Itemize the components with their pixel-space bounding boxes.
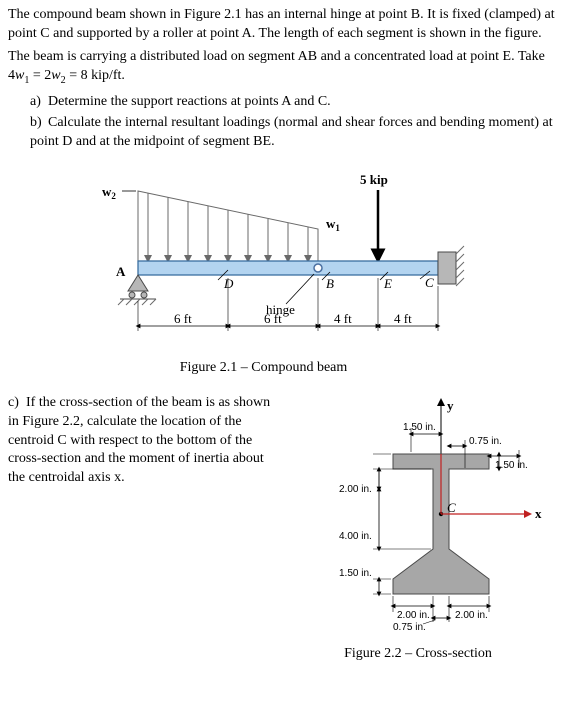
- figure-2-1: w2 w1 5 kip hinge A D B E C: [8, 166, 559, 376]
- d150r: 1.50 in.: [495, 460, 528, 471]
- dim4: 4 ft: [394, 311, 412, 326]
- point-load-label: 5 kip: [360, 172, 388, 187]
- label-c: c): [8, 394, 26, 413]
- dim2: 6 ft: [264, 311, 282, 326]
- d075top: 0.75 in.: [469, 436, 502, 447]
- qb-text: Calculate the internal resultant loading…: [30, 115, 553, 149]
- label-E: E: [383, 276, 392, 291]
- d200b1: 2.00 in.: [397, 610, 430, 621]
- label-B: B: [326, 276, 334, 291]
- d200: 2.00 in.: [339, 484, 372, 495]
- qa-text: Determine the support reactions at point…: [48, 94, 331, 109]
- intro-paragraph-1: The compound beam shown in Figure 2.1 ha…: [8, 6, 559, 44]
- question-a: a)Determine the support reactions at poi…: [30, 93, 559, 112]
- d400: 4.00 in.: [339, 531, 372, 542]
- label-C: C: [425, 275, 434, 290]
- label-b: b): [30, 114, 48, 133]
- section-c: c)If the cross-section of the beam is as…: [8, 394, 559, 662]
- fig22-caption: Figure 2.2 – Cross-section: [283, 646, 553, 662]
- intro1-text: The compound beam shown in Figure 2.1 ha…: [8, 7, 555, 41]
- label-A: A: [116, 264, 126, 279]
- dim1: 6 ft: [174, 311, 192, 326]
- label-D: D: [223, 276, 234, 291]
- dim3: 4 ft: [334, 311, 352, 326]
- d075b: 0.75 in.: [393, 622, 426, 633]
- fig21-caption: Figure 2.1 – Compound beam: [0, 360, 559, 376]
- label-a: a): [30, 93, 48, 112]
- intro2b: = 2: [29, 68, 51, 83]
- question-c: c)If the cross-section of the beam is as…: [8, 394, 277, 488]
- w2-sym: w: [51, 68, 60, 83]
- question-b: b)Calculate the internal resultant loadi…: [30, 114, 559, 152]
- d200b2: 2.00 in.: [455, 610, 488, 621]
- w1-label: w1: [326, 216, 340, 233]
- d150top: 1.50 in.: [403, 422, 436, 433]
- x-axis: x: [535, 506, 542, 521]
- intro2c: = 8 kip/ft.: [66, 68, 125, 83]
- C-label: C: [447, 500, 456, 515]
- figure-2-2: y C x 1.50 in. 0.75 in. 1.50 in.: [283, 394, 553, 662]
- w2-label: w2: [102, 184, 116, 201]
- y-axis: y: [447, 398, 454, 413]
- d150b: 1.50 in.: [339, 568, 372, 579]
- question-list: a)Determine the support reactions at poi…: [30, 93, 559, 152]
- qc-text: If the cross-section of the beam is as s…: [8, 395, 270, 486]
- intro-paragraph-2: The beam is carrying a distributed load …: [8, 48, 559, 87]
- w1-sym: w: [15, 68, 24, 83]
